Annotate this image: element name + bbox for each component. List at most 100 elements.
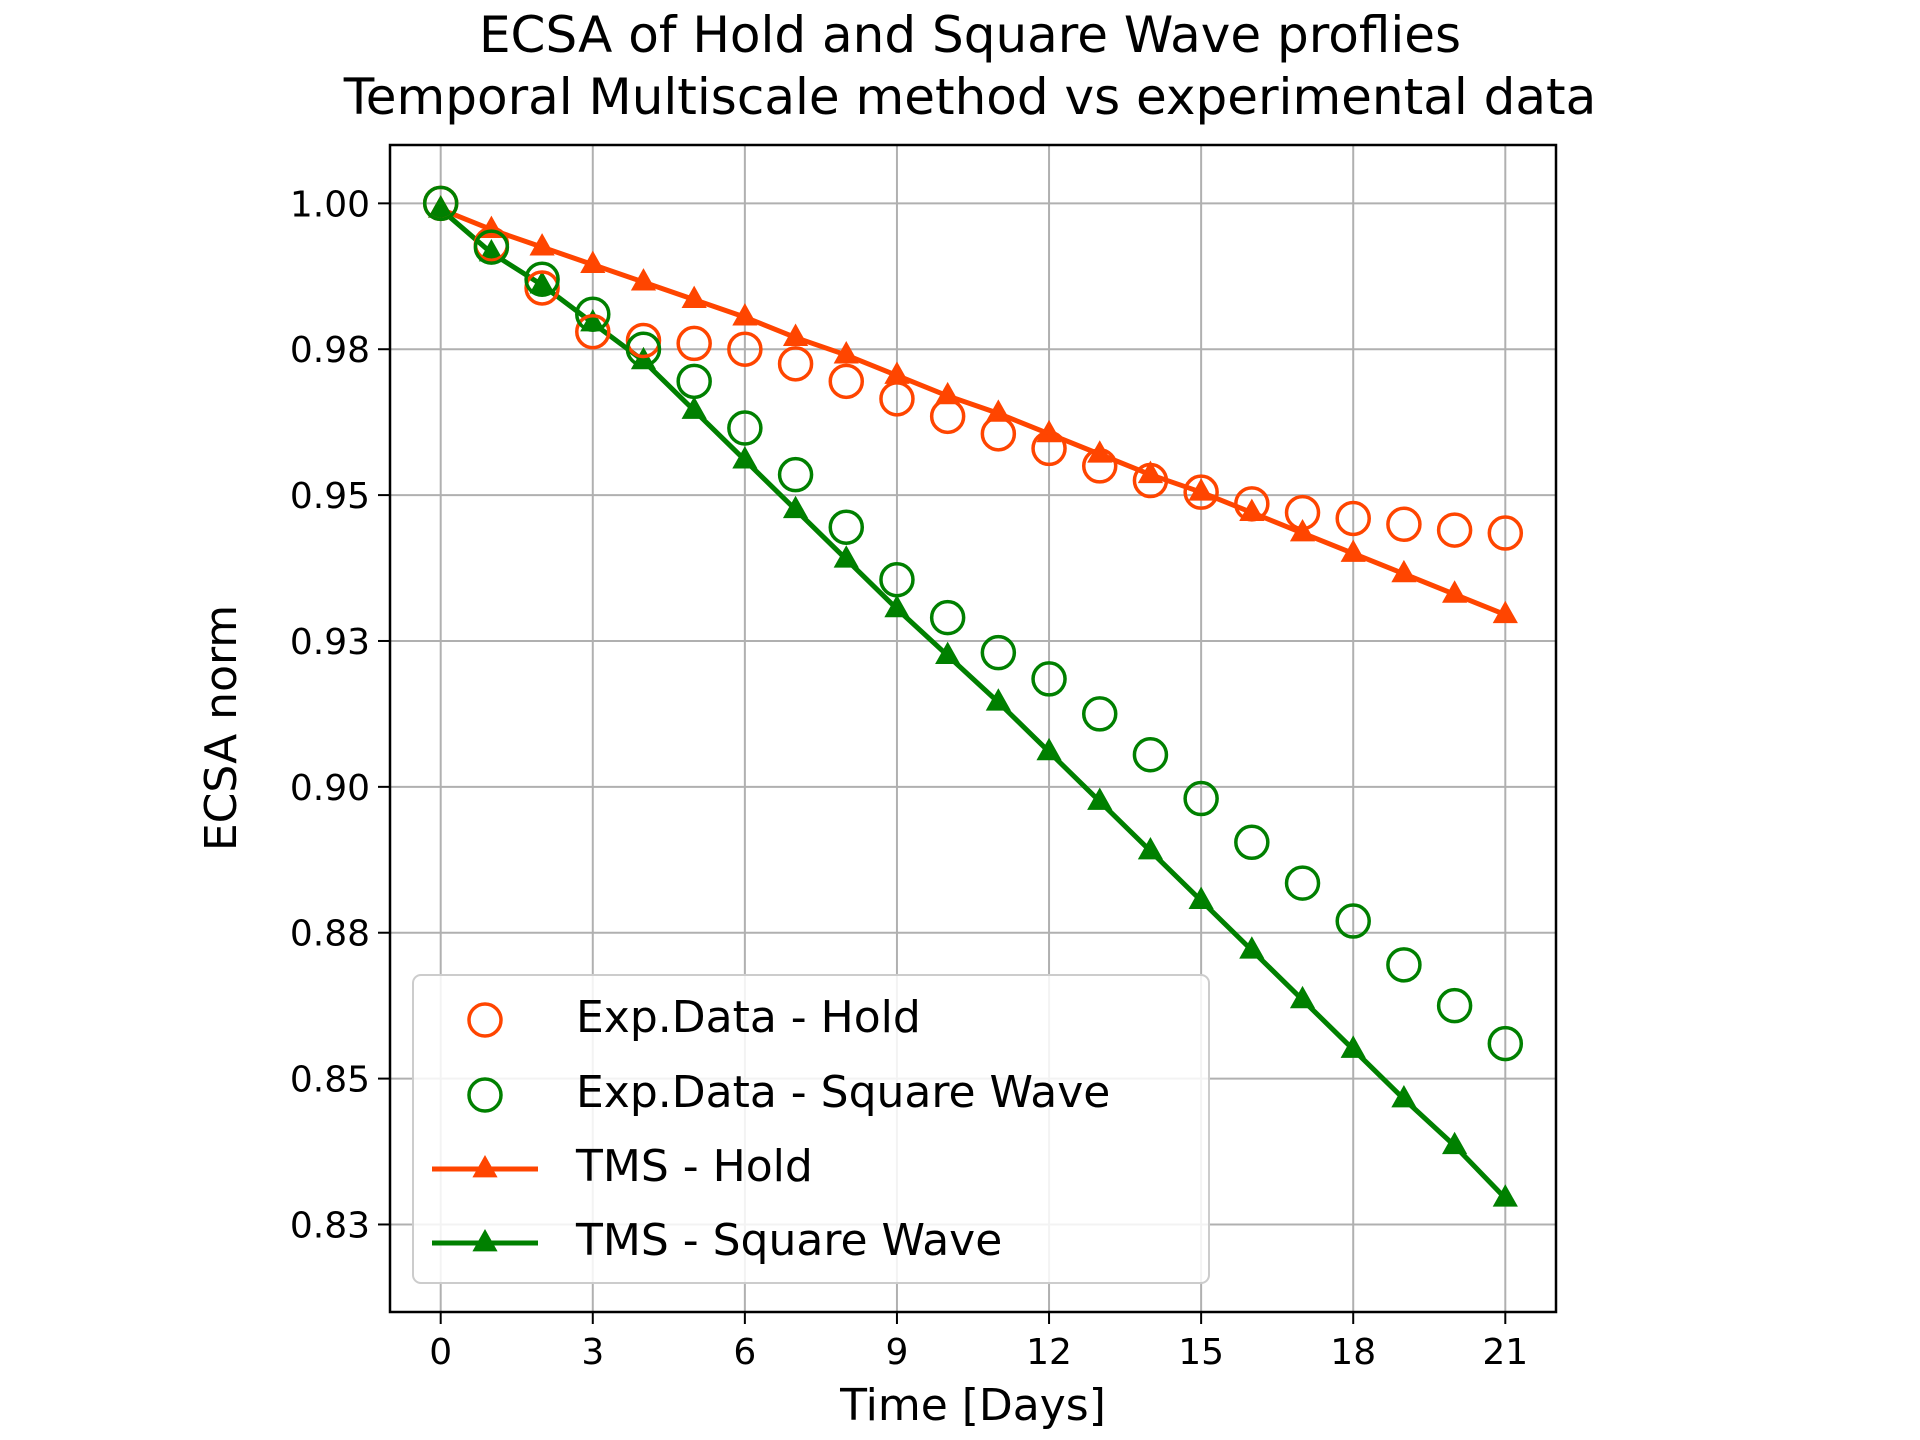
data-point-tms-hold	[732, 303, 758, 326]
legend-label-tms-square-wave: TMS - Square Wave	[575, 1215, 1002, 1266]
y-tick-label: 0.93	[290, 622, 370, 663]
y-tick-label: 0.95	[290, 476, 370, 517]
data-point-exp-data-square-wave	[473, 229, 510, 265]
data-point-exp-data-hold	[524, 270, 560, 306]
data-point-exp-data-square-wave	[1081, 696, 1118, 732]
data-point-tms-square-wave	[1289, 985, 1316, 1009]
data-point-exp-data-hold	[1386, 506, 1422, 543]
data-point-exp-data-hold	[1284, 494, 1321, 531]
data-point-exp-data-square-wave	[1335, 903, 1371, 939]
x-tick-label: 0	[429, 1332, 452, 1373]
data-point-exp-data-square-wave	[625, 331, 662, 367]
data-point-exp-data-square-wave	[1284, 865, 1321, 901]
data-point-exp-data-hold	[1081, 448, 1118, 484]
y-axis-label: ECSA norm	[196, 605, 247, 851]
y-tick-label: 0.90	[290, 768, 370, 809]
data-point-tms-hold	[681, 285, 707, 309]
data-point-tms-square-wave	[1340, 1035, 1366, 1058]
data-point-tms-hold	[935, 381, 961, 405]
x-tick-label: 3	[581, 1332, 604, 1373]
data-point-tms-square-wave	[529, 271, 555, 294]
data-point-exp-data-hold	[777, 346, 814, 382]
data-point-exp-data-hold	[575, 313, 611, 350]
legend-markers	[432, 1002, 538, 1252]
data-point-tms-hold	[782, 323, 809, 346]
data-point-exp-data-square-wave	[1487, 1025, 1524, 1062]
data-point-tms-square-wave	[1391, 1085, 1417, 1108]
data-point-tms-square-wave	[1087, 787, 1113, 810]
legend-frame	[412, 974, 1210, 1284]
data-point-tms-square-wave	[1188, 886, 1214, 910]
x-tick-label: 9	[886, 1332, 909, 1373]
data-point-exp-data-square-wave	[1234, 824, 1270, 861]
data-point-tms-square-wave	[1036, 737, 1062, 761]
y-tick-label: 0.88	[290, 914, 370, 955]
data-point-tms-hold	[1137, 460, 1164, 484]
data-point-tms-square-wave	[1137, 837, 1164, 860]
data-point-exp-data-square-wave	[777, 456, 814, 493]
y-tick-label: 0.98	[290, 330, 370, 371]
y-tick-label: 0.85	[290, 1060, 370, 1101]
data-point-exp-data-square-wave	[1031, 661, 1067, 697]
data-point-exp-data-square-wave	[422, 185, 459, 222]
data-point-tms-square-wave	[1239, 936, 1265, 959]
x-tick-label: 21	[1482, 1332, 1528, 1373]
data-point-exp-data-square-wave	[980, 634, 1017, 671]
data-point-tms-hold	[1239, 498, 1265, 522]
data-point-tms-square-wave	[681, 396, 707, 419]
chart-title-line-2: Temporal Multiscale method vs experiment…	[343, 68, 1597, 126]
legend-label-tms-hold: TMS - Hold	[575, 1141, 813, 1192]
data-point-exp-data-hold	[1132, 462, 1169, 499]
axis-ticks: 0 3 6 9 12 15 18 21 0.83 0.85 0.88 0.90 0.93 0.95 0.98…	[290, 184, 1528, 1373]
data-point-exp-data-hold	[676, 325, 712, 362]
legend-label-exp-square-wave: Exp.Data - Square Wave	[576, 1067, 1110, 1118]
x-axis-label: Time [Days]	[839, 1380, 1106, 1431]
data-point-tms-square-wave	[935, 641, 961, 664]
data-point-tms-hold	[1340, 539, 1366, 562]
legend-marker-exp-data-square-wave	[467, 1077, 503, 1113]
data-point-tms-hold	[985, 399, 1011, 422]
data-point-tms-square-wave	[428, 195, 454, 218]
data-point-tms-hold	[580, 250, 606, 274]
data-point-tms-square-wave	[478, 238, 504, 262]
plot-area	[422, 185, 1524, 1207]
data-point-exp-data-square-wave	[676, 363, 712, 400]
data-point-tms-hold	[1391, 559, 1417, 583]
data-point-exp-data-square-wave	[1436, 987, 1473, 1024]
data-point-exp-data-hold	[625, 322, 662, 359]
data-point-tms-hold	[529, 233, 555, 256]
series-line-tms-hold	[439, 206, 1507, 618]
data-point-exp-data-square-wave	[828, 509, 865, 545]
data-point-tms-hold	[833, 341, 859, 364]
data-point-exp-data-hold	[1487, 515, 1524, 551]
data-point-exp-data-square-wave	[879, 561, 915, 598]
legend-marker-tms-square-wave	[472, 1229, 498, 1252]
data-point-tms-hold	[1492, 600, 1518, 624]
data-point-exp-data-square-wave	[929, 599, 966, 636]
data-point-tms-hold	[630, 268, 657, 291]
data-point-exp-data-hold	[828, 363, 865, 400]
x-tick-label: 12	[1026, 1332, 1072, 1373]
y-tick-label: 1.00	[290, 184, 370, 225]
data-point-tms-square-wave	[1492, 1184, 1518, 1207]
legend-label-exp-hold: Exp.Data - Hold	[576, 992, 921, 1043]
data-point-exp-data-hold	[1335, 500, 1371, 537]
data-point-tms-square-wave	[1442, 1131, 1468, 1155]
chart-title-line-1: ECSA of Hold and Square Wave proflies	[479, 6, 1461, 64]
data-point-exp-data-hold	[929, 398, 966, 435]
x-tick-label: 15	[1178, 1332, 1224, 1373]
data-point-exp-data-hold	[1436, 512, 1473, 548]
data-point-exp-data-hold	[727, 331, 763, 367]
data-point-tms-hold	[884, 361, 910, 384]
data-point-exp-data-hold	[1031, 430, 1067, 467]
data-point-tms-square-wave	[985, 688, 1011, 711]
data-point-exp-data-hold	[879, 381, 915, 417]
data-point-tms-square-wave	[580, 308, 606, 332]
data-point-tms-square-wave	[782, 495, 809, 519]
series-line-tms-square-wave	[439, 207, 1508, 1200]
data-point-tms-square-wave	[732, 446, 758, 469]
data-point-exp-data-hold	[1183, 474, 1219, 510]
legend-marker-tms-hold	[472, 1155, 498, 1178]
data-point-tms-hold	[1442, 580, 1468, 603]
x-tick-label: 18	[1330, 1332, 1376, 1373]
